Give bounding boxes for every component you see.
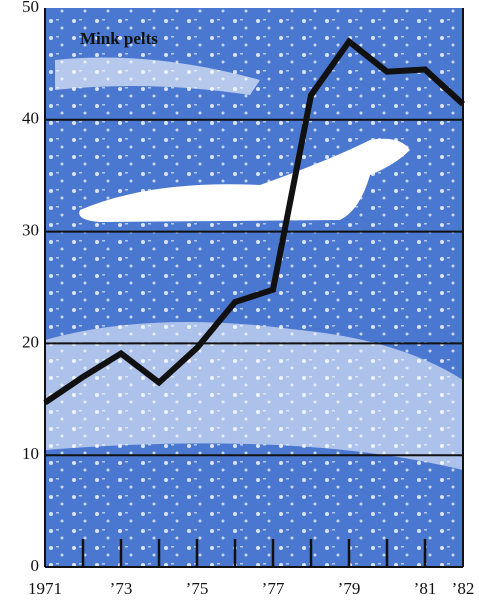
y-tick-label: 50 — [22, 0, 39, 16]
y-tick-label: 20 — [22, 332, 39, 351]
x-tick-label: ’79 — [338, 579, 361, 598]
x-tick-label: 1971 — [28, 579, 62, 598]
chart-title: Mink pelts — [80, 29, 158, 48]
background-photo — [45, 8, 463, 567]
x-tick-label: ’82 — [452, 579, 475, 598]
y-tick-label: 0 — [31, 556, 40, 575]
chart: Mink pelts 0 10 20 30 40 50 1971 ’73 ’75 ’77 ’79 ’8… — [0, 0, 479, 608]
y-tick-label: 10 — [22, 444, 39, 463]
y-tick-label: 30 — [22, 221, 39, 240]
x-tick-label: ’75 — [186, 579, 209, 598]
y-tick-label: 40 — [22, 109, 39, 128]
x-tick-label: ’73 — [110, 579, 133, 598]
x-tick-label: ’77 — [262, 579, 285, 598]
x-tick-label: ’81 — [414, 579, 437, 598]
